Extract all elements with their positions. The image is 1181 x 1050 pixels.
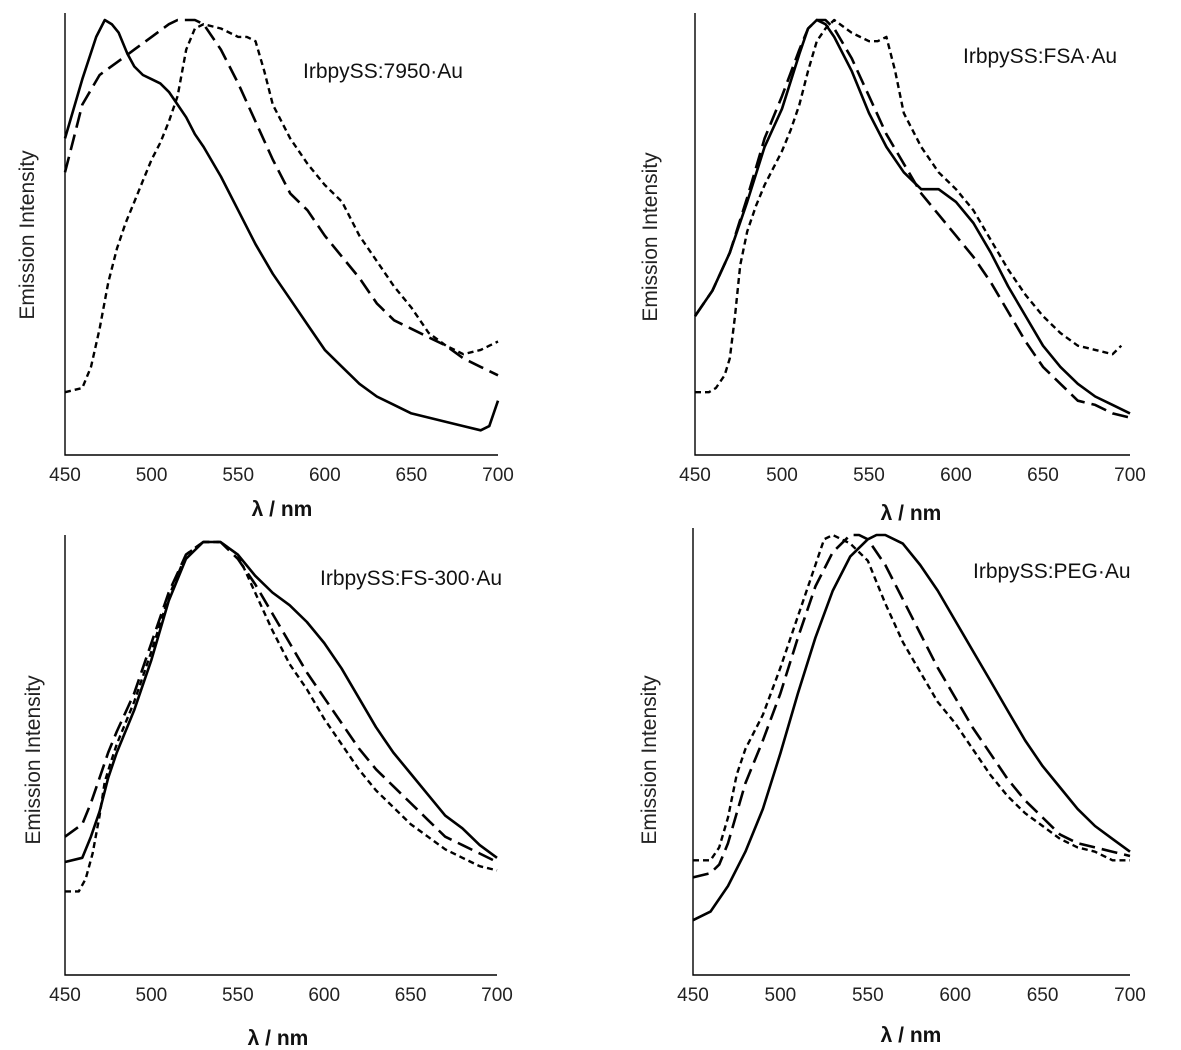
y-axis-label: Emission Intensity — [22, 675, 45, 845]
x-tick-label: 700 — [482, 465, 514, 486]
series-line-solid — [63, 18, 500, 432]
series-line-dashed — [63, 18, 499, 377]
axes-frame — [692, 528, 1130, 976]
x-tick-label: 500 — [136, 465, 168, 486]
x-tick-label: 450 — [677, 985, 709, 1006]
panel-irbpyss-fsa-au: IrbpySS:FSA·Au Emission Intensity λ / nm… — [639, 13, 1146, 525]
x-tick-label: 600 — [308, 985, 340, 1006]
y-axis-label: Emission Intensity — [16, 150, 39, 320]
series-line-dotted — [64, 23, 499, 394]
x-tick-label: 450 — [49, 985, 81, 1006]
x-tick-label: 600 — [939, 985, 971, 1006]
series-line-solid — [64, 540, 498, 864]
y-axis-label: Emission Intensity — [639, 152, 662, 322]
axes-frame — [64, 13, 498, 456]
x-tick-label: 450 — [49, 465, 81, 486]
x-tick-label: 700 — [1114, 985, 1146, 1006]
series-line-solid — [693, 18, 1131, 415]
x-axis-label: λ / nm — [252, 498, 313, 521]
x-axis-label: λ / nm — [881, 502, 942, 525]
panel-title: IrbpySS:PEG·Au — [973, 560, 1131, 583]
x-axis-label: λ / nm — [248, 1027, 309, 1050]
panel-irbpyss-peg-au: IrbpySS:PEG·Au Emission Intensity λ / nm… — [638, 528, 1146, 1047]
x-tick-label: 600 — [309, 465, 341, 486]
x-tick-label: 550 — [853, 465, 885, 486]
x-tick-label: 650 — [1027, 985, 1059, 1006]
panel-irbpyss-fs-300-au: IrbpySS:FS-300·Au Emission Intensity λ /… — [22, 535, 513, 1050]
x-tick-label: 550 — [222, 985, 254, 1006]
series-line-dotted — [695, 18, 1123, 394]
series-line-dashed — [692, 533, 1131, 879]
x-tick-label: 500 — [766, 465, 798, 486]
panel-title: IrbpySS:FSA·Au — [963, 45, 1117, 68]
x-tick-label: 550 — [852, 985, 884, 1006]
axes-frame — [694, 13, 1130, 456]
panel-irbpyss-7950-au: IrbpySS:7950·Au Emission Intensity λ / n… — [16, 13, 514, 521]
x-tick-label: 650 — [1027, 465, 1059, 486]
y-axis-label: Emission Intensity — [638, 675, 661, 845]
x-tick-label: 500 — [136, 985, 168, 1006]
x-tick-label: 550 — [222, 465, 254, 486]
series-line-solid — [692, 533, 1131, 922]
series-line-dashed — [693, 18, 1131, 419]
x-axis-label: λ / nm — [881, 1024, 942, 1047]
x-tick-label: 450 — [679, 465, 711, 486]
x-tick-label: 700 — [481, 985, 513, 1006]
series-line-dashed — [64, 540, 498, 864]
series-line-dotted — [65, 540, 498, 893]
axes-frame — [64, 535, 497, 976]
x-tick-label: 650 — [395, 985, 427, 1006]
panel-title: IrbpySS:FS-300·Au — [320, 567, 502, 590]
series-line-dotted — [693, 533, 1130, 862]
x-tick-label: 700 — [1114, 465, 1146, 486]
panel-title: IrbpySS:7950·Au — [303, 60, 463, 83]
x-tick-label: 500 — [765, 985, 797, 1006]
x-tick-label: 650 — [396, 465, 428, 486]
x-tick-label: 600 — [940, 465, 972, 486]
